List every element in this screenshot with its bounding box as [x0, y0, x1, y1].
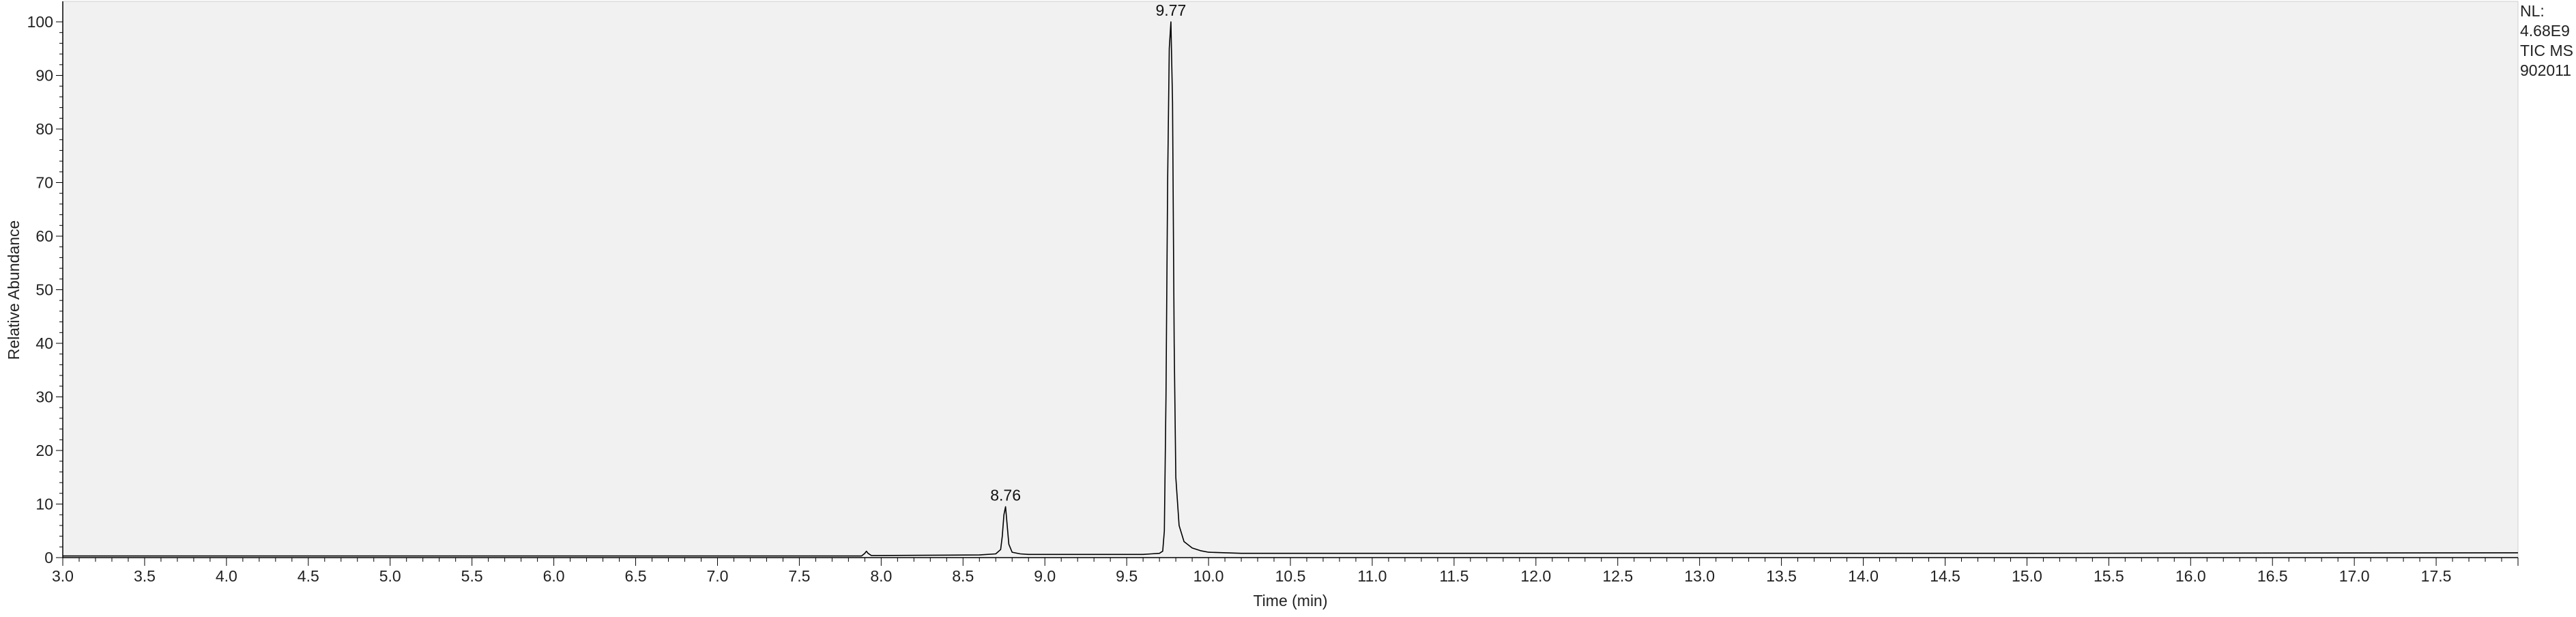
- y-tick-label: 90: [35, 67, 53, 85]
- x-tick-label: 6.0: [543, 567, 565, 585]
- y-tick-label: 60: [35, 227, 53, 245]
- x-axis-title: Time (min): [1253, 592, 1327, 609]
- x-tick-label: 16.0: [2175, 567, 2206, 585]
- x-tick-label: 14.0: [1848, 567, 1879, 585]
- x-tick-label: 17.0: [2339, 567, 2370, 585]
- x-tick-label: 3.5: [134, 567, 156, 585]
- x-tick-label: 9.5: [1116, 567, 1138, 585]
- peak-label-layer: 8.76 9.77: [990, 1, 1186, 504]
- normalization-value: 4.68E9: [2520, 22, 2570, 40]
- sample-id: 902011: [2520, 61, 2572, 79]
- x-tick-label: 7.0: [706, 567, 728, 585]
- x-tick-label: 13.0: [1684, 567, 1715, 585]
- normalization-label: NL:: [2520, 2, 2545, 20]
- x-tick-label: 5.5: [461, 567, 483, 585]
- x-tick-label: 12.5: [1602, 567, 1633, 585]
- trace-type: TIC MS: [2520, 42, 2573, 59]
- y-tick-label: 80: [35, 120, 53, 138]
- x-tick-label: 17.5: [2421, 567, 2452, 585]
- y-tick-label: 30: [35, 388, 53, 406]
- x-tick-label: 6.5: [625, 567, 647, 585]
- x-tick-label: 5.0: [379, 567, 401, 585]
- x-tick-label: 16.5: [2257, 567, 2288, 585]
- x-tick-label: 13.5: [1766, 567, 1797, 585]
- series-layer: [63, 21, 2519, 557]
- x-tick-label: 4.5: [298, 567, 319, 585]
- x-tick-label: 9.0: [1034, 567, 1056, 585]
- x-tick-label: 4.0: [216, 567, 237, 585]
- axis-layer: 3.0 3.5 4.0 4.5 5.0 5.5 6.0 6.5 7.0 7.5 8.0 8.5 9.0 9…: [27, 1, 2519, 585]
- peak-label: 9.77: [1156, 1, 1187, 19]
- trace-info: NL: 4.68E9 TIC MS 902011: [2520, 1, 2573, 81]
- y-axis-title: Relative Abundance: [5, 220, 23, 360]
- y-tick-label: 40: [35, 334, 53, 352]
- x-tick-label: 3.0: [52, 567, 74, 585]
- y-tick-label: 10: [35, 496, 53, 513]
- x-tick-label: 14.5: [1930, 567, 1960, 585]
- x-tick-label: 7.5: [788, 567, 810, 585]
- chromatogram-trace-line: [63, 21, 2519, 557]
- x-tick-label: 15.5: [2094, 567, 2124, 585]
- y-tick-label: 100: [27, 13, 53, 31]
- x-tick-label: 11.5: [1439, 567, 1468, 585]
- x-tick-label: 15.0: [2012, 567, 2042, 585]
- x-tick-label: 8.0: [870, 567, 892, 585]
- y-tick-label: 20: [35, 442, 53, 459]
- x-tick-label: 12.0: [1520, 567, 1551, 585]
- plot-area: [62, 1, 2519, 558]
- x-tick-label: 8.5: [952, 567, 974, 585]
- y-tick-label: 50: [35, 281, 53, 299]
- x-tick-label: 10.5: [1275, 567, 1306, 585]
- y-tick-label: 0: [44, 549, 53, 566]
- y-tick-label: 70: [35, 174, 53, 192]
- x-tick-label: 11.0: [1357, 567, 1387, 585]
- x-tick-label: 10.0: [1193, 567, 1224, 585]
- peak-label: 8.76: [990, 486, 1021, 504]
